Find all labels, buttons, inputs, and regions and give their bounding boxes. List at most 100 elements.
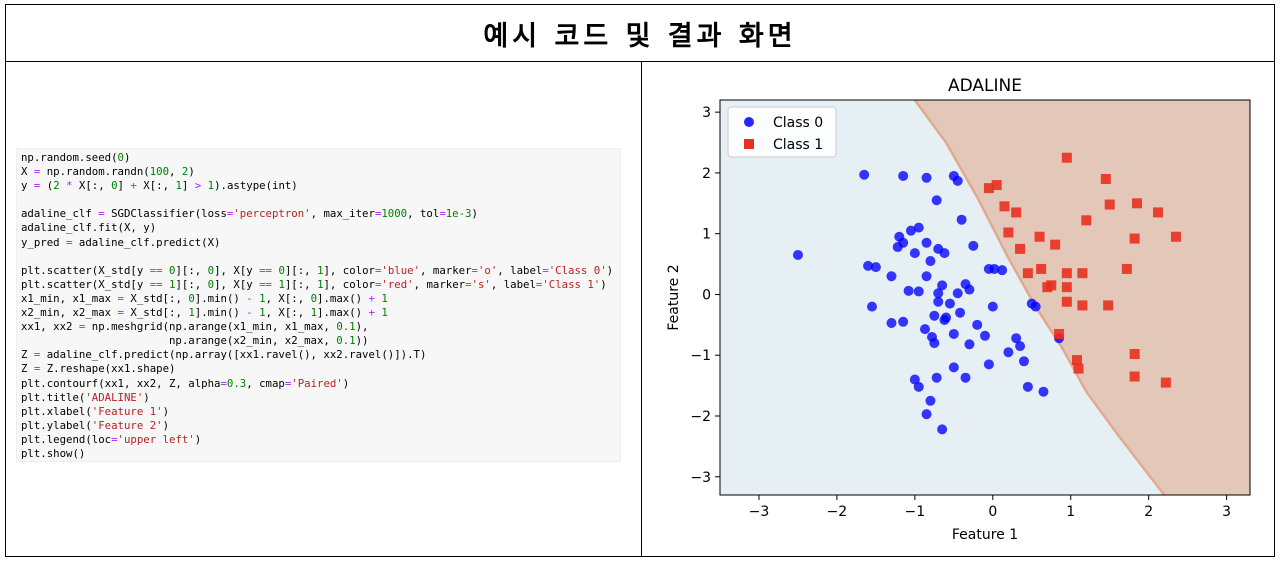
class1-point [1077, 300, 1088, 311]
class0-point [909, 248, 920, 259]
y-tick-label: −2 [690, 409, 711, 425]
code-line: x1_min, x1_max = X_std[:, 0].min() - 1, … [21, 291, 388, 305]
x-tick-label: 3 [1222, 504, 1231, 520]
title-row: 예시 코드 및 결과 화면 [6, 5, 1274, 62]
chart-container: −3 −2 −1 0 1 2 3 −3 −2 −1 0 1 2 3 ADALINE Feature 1 Feat… [660, 70, 1260, 550]
class1-point [983, 183, 994, 194]
code-line: plt.xlabel('Feature 1') [21, 404, 169, 418]
class0-point [980, 330, 990, 341]
y-tick-label: −1 [690, 348, 711, 364]
code-line: Z = Z.reshape(xx1.shape) [21, 362, 176, 376]
class0-point [913, 286, 924, 297]
code-line: xx1, xx2 = np.meshgrid(np.arange(x1_min,… [21, 320, 369, 334]
code-line: plt.title('ADALINE') [21, 390, 150, 404]
class1-point [1131, 198, 1142, 209]
class0-point [948, 362, 959, 373]
class0-point [1018, 356, 1029, 367]
class0-point [921, 237, 932, 248]
class1-point [1061, 152, 1072, 163]
code-text: np.random.seed(0) X = np.random.randn(10… [17, 149, 620, 463]
class0-point [989, 263, 1000, 274]
class1-point [1054, 328, 1065, 339]
code-line: plt.ylabel('Feature 2') [21, 418, 169, 432]
code-line: plt.legend(loc='upper left') [21, 432, 202, 446]
code-line: plt.show() [21, 446, 86, 460]
column-divider [641, 62, 642, 557]
class0-point [859, 169, 870, 180]
class0-point [921, 172, 932, 183]
class1-point [999, 201, 1010, 212]
code-line: plt.contourf(xx1, xx2, Z, alpha=0.3, cma… [21, 376, 350, 390]
code-line: y = (2 * X[:, 0] + X[:, 1] > 1).astype(i… [21, 179, 298, 193]
x-tick-label: −2 [827, 504, 848, 520]
class0-point [929, 338, 940, 349]
legend-marker-class1 [744, 139, 754, 149]
code-line: y_pred = adaline_clf.predict(X) [21, 235, 221, 249]
class1-point [1003, 227, 1014, 238]
class0-point [933, 288, 944, 299]
class0-point [1011, 333, 1022, 344]
code-block: np.random.seed(0) X = np.random.randn(10… [16, 148, 621, 462]
x-tick-label: 2 [1144, 504, 1153, 520]
class1-point [1042, 282, 1053, 293]
class0-point [997, 265, 1008, 276]
class0-point [886, 318, 897, 329]
class1-point [1104, 199, 1115, 210]
x-tick-label: −1 [905, 504, 926, 520]
class0-point [921, 409, 932, 420]
class1-point [1036, 263, 1047, 274]
class0-point [944, 298, 955, 309]
y-tick-label: 3 [702, 105, 711, 121]
class1-point [1103, 300, 1114, 311]
class0-point [960, 372, 971, 383]
class0-point [948, 328, 959, 339]
class1-point [1015, 243, 1026, 254]
document-frame: 예시 코드 및 결과 화면 [5, 4, 1275, 557]
plot-frame [719, 99, 1251, 496]
code-line: X = np.random.randn(100, 2) [21, 165, 195, 179]
class1-point [1061, 282, 1072, 293]
class0-point [972, 319, 983, 330]
code-line: x2_min, x2_max = X_std[:, 1].min() - 1, … [21, 306, 388, 320]
x-tick-label: −3 [749, 504, 770, 520]
class0-point [921, 271, 932, 282]
class1-point [1011, 207, 1022, 218]
class0-point [925, 256, 936, 267]
code-line: adaline_clf = SGDClassifier(loss='percep… [21, 207, 478, 221]
class1-point [1170, 231, 1181, 242]
class0-point [931, 195, 942, 206]
class0-point [898, 316, 909, 327]
class0-point [898, 170, 909, 181]
class1-point [1160, 377, 1171, 388]
class1-point [1022, 268, 1033, 279]
class0-point [1015, 341, 1026, 352]
class1-point [1100, 174, 1111, 184]
chart-title: ADALINE [948, 76, 1022, 96]
code-line: adaline_clf.fit(X, y) [21, 221, 157, 235]
y-tick-label: −3 [690, 470, 711, 486]
code-line: np.random.seed(0) [21, 151, 131, 164]
code-line: plt.scatter(X_std[y == 0][:, 0], X[y == … [21, 263, 614, 277]
class0-point [892, 242, 903, 253]
class0-point [933, 296, 944, 307]
code-line: np.arange(x2_min, x2_max, 0.1)) [21, 334, 369, 348]
class0-point [903, 285, 914, 296]
class1-region [914, 100, 1250, 495]
page-title: 예시 코드 및 결과 화면 [483, 20, 797, 52]
class0-point [863, 260, 874, 271]
class0-point [964, 339, 975, 350]
class1-point [1129, 349, 1140, 360]
class0-point [886, 271, 897, 282]
class0-point [925, 395, 936, 406]
class0-point [792, 249, 803, 260]
class0-point [913, 381, 924, 392]
class1-point [1071, 355, 1082, 366]
class0-point [913, 222, 924, 233]
class1-point [1129, 233, 1140, 244]
x-axis-label: Feature 1 [952, 527, 1018, 543]
class0-point [919, 324, 930, 335]
class1-point [1061, 268, 1072, 279]
decision-boundary [913, 99, 1166, 496]
class1-point [991, 180, 1002, 191]
code-line: plt.scatter(X_std[y == 1][:, 0], X[y == … [21, 277, 607, 291]
